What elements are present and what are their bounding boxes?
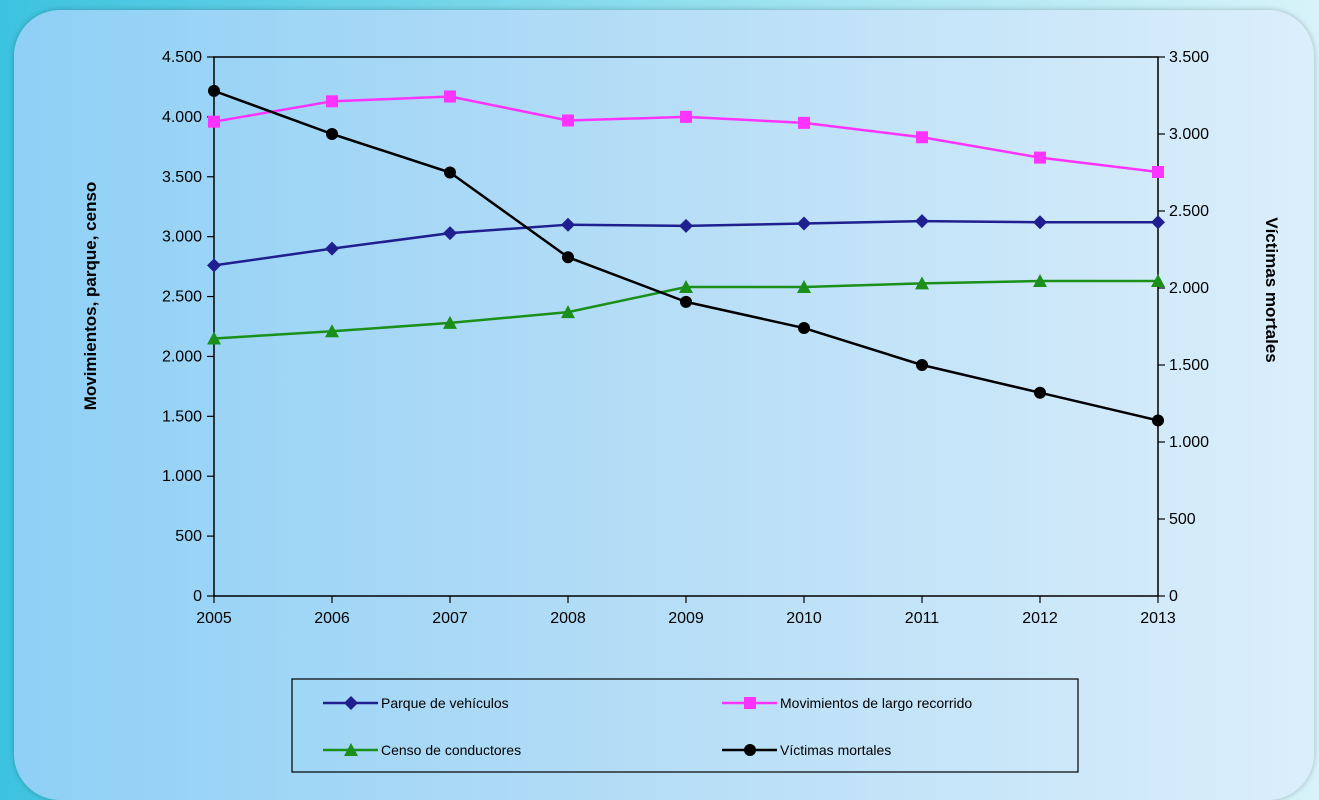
left-tick-label: 2.000 <box>162 348 202 365</box>
data-point <box>562 251 574 264</box>
data-point <box>325 241 339 256</box>
right-tick-label: 2.500 <box>1169 203 1209 220</box>
plot-area <box>213 56 1159 597</box>
x-tick-label: 2010 <box>786 610 822 627</box>
legend-item: Víctimas mortales <box>722 742 891 758</box>
data-point <box>207 331 221 345</box>
left-tick-label: 1.000 <box>162 468 202 485</box>
data-point <box>679 218 693 233</box>
data-point <box>916 131 928 144</box>
data-point <box>561 217 575 232</box>
x-tick-label: 2005 <box>196 610 232 627</box>
data-point <box>797 216 811 231</box>
left-tick-label: 0 <box>193 588 202 605</box>
x-tick-label: 2006 <box>314 610 350 627</box>
legend-item: Movimientos de largo recorrido <box>722 695 972 711</box>
x-tick-label: 2007 <box>432 610 468 627</box>
data-point <box>1033 273 1047 287</box>
x-tick-label: 2009 <box>668 610 704 627</box>
data-point <box>444 166 456 179</box>
data-point <box>443 315 457 329</box>
series-line <box>213 89 1159 422</box>
data-point <box>915 214 929 229</box>
series-2 <box>207 273 1165 345</box>
left-tick-label: 1.500 <box>162 408 202 425</box>
data-point <box>798 116 810 129</box>
y2-axis-title: Víctimas mortales <box>1262 217 1281 363</box>
x-tick-label: 2013 <box>1140 610 1176 627</box>
data-point <box>797 279 811 293</box>
data-point <box>208 115 220 128</box>
legend: Parque de vehículos Movimientos de largo … <box>323 695 972 758</box>
right-tick-label: 2.000 <box>1169 280 1209 297</box>
data-point <box>208 84 220 97</box>
data-point <box>1034 386 1046 399</box>
legend-marker <box>344 743 358 756</box>
x-tick-label: 2008 <box>550 610 586 627</box>
data-point <box>1152 165 1164 178</box>
data-point <box>444 90 456 103</box>
data-point <box>443 226 457 241</box>
data-point <box>325 324 339 338</box>
legend-label: Parque de vehículos <box>381 695 509 711</box>
data-point <box>680 295 692 308</box>
legend-marker <box>344 696 358 710</box>
data-point <box>679 279 693 293</box>
left-tick-label: 2.500 <box>162 289 202 306</box>
data-point <box>1034 151 1046 164</box>
legend-box <box>291 678 1079 773</box>
right-tick-label: 3.500 <box>1169 49 1209 66</box>
series-1 <box>208 90 1164 178</box>
right-tick-label: 0 <box>1169 588 1178 605</box>
x-tick-label: 2012 <box>1022 610 1058 627</box>
data-point <box>798 322 810 335</box>
left-tick-label: 4.000 <box>162 109 202 126</box>
right-tick-label: 3.000 <box>1169 126 1209 143</box>
legend-label: Movimientos de largo recorrido <box>780 695 972 711</box>
right-tick-label: 500 <box>1169 511 1196 528</box>
legend-marker <box>744 697 756 709</box>
data-point <box>207 258 221 273</box>
legend-label: Censo de conductores <box>381 742 521 758</box>
data-point <box>561 305 575 319</box>
left-tick-label: 4.500 <box>162 49 202 66</box>
right-tick-label: 1.000 <box>1169 434 1209 451</box>
left-axis-ticks: 0 500 1.000 1.500 2.000 2.500 3.000 3.500 4.000 4… <box>162 49 214 605</box>
data-point <box>326 128 338 140</box>
legend-label: Víctimas mortales <box>780 742 891 758</box>
series-layer <box>207 84 1165 427</box>
data-point <box>915 276 929 290</box>
left-tick-label: 3.000 <box>162 229 202 246</box>
data-point <box>1033 215 1047 230</box>
data-point <box>916 359 928 371</box>
legend-item: Censo de conductores <box>323 742 521 758</box>
series-line <box>213 95 1159 174</box>
data-point <box>326 95 338 108</box>
right-axis-ticks: 0 500 1.000 1.500 2.000 2.500 3.000 3.500 <box>1158 49 1209 605</box>
data-point <box>1152 414 1164 427</box>
left-tick-label: 3.500 <box>162 169 202 186</box>
data-point <box>562 114 574 127</box>
x-tick-label: 2011 <box>905 610 940 627</box>
data-point <box>1151 215 1165 230</box>
data-point <box>680 110 692 123</box>
y-axis-title: Movimientos, parque, censo <box>81 182 100 411</box>
right-tick-label: 1.500 <box>1169 357 1209 374</box>
data-point <box>1151 273 1165 287</box>
left-tick-label: 500 <box>175 528 202 545</box>
legend-item: Parque de vehículos <box>323 695 509 711</box>
series-0 <box>207 214 1165 273</box>
series-3 <box>208 84 1164 427</box>
legend-marker <box>744 744 756 756</box>
x-axis-ticks: 2005 2006 2007 2008 2009 2010 2011 2012 2013 <box>196 596 1176 627</box>
